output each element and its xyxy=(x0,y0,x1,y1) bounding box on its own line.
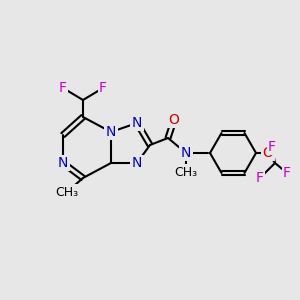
Text: N: N xyxy=(132,116,142,130)
Text: CH₃: CH₃ xyxy=(56,185,79,199)
Text: O: O xyxy=(262,146,273,160)
Text: CH₃: CH₃ xyxy=(174,166,198,178)
Text: F: F xyxy=(256,171,264,185)
Text: F: F xyxy=(59,81,67,95)
Text: N: N xyxy=(132,156,142,170)
Text: N: N xyxy=(106,125,116,139)
Text: N: N xyxy=(181,146,191,160)
Text: F: F xyxy=(268,140,276,154)
Text: O: O xyxy=(169,113,179,127)
Text: F: F xyxy=(283,166,291,180)
Text: N: N xyxy=(58,156,68,170)
Text: F: F xyxy=(99,81,107,95)
